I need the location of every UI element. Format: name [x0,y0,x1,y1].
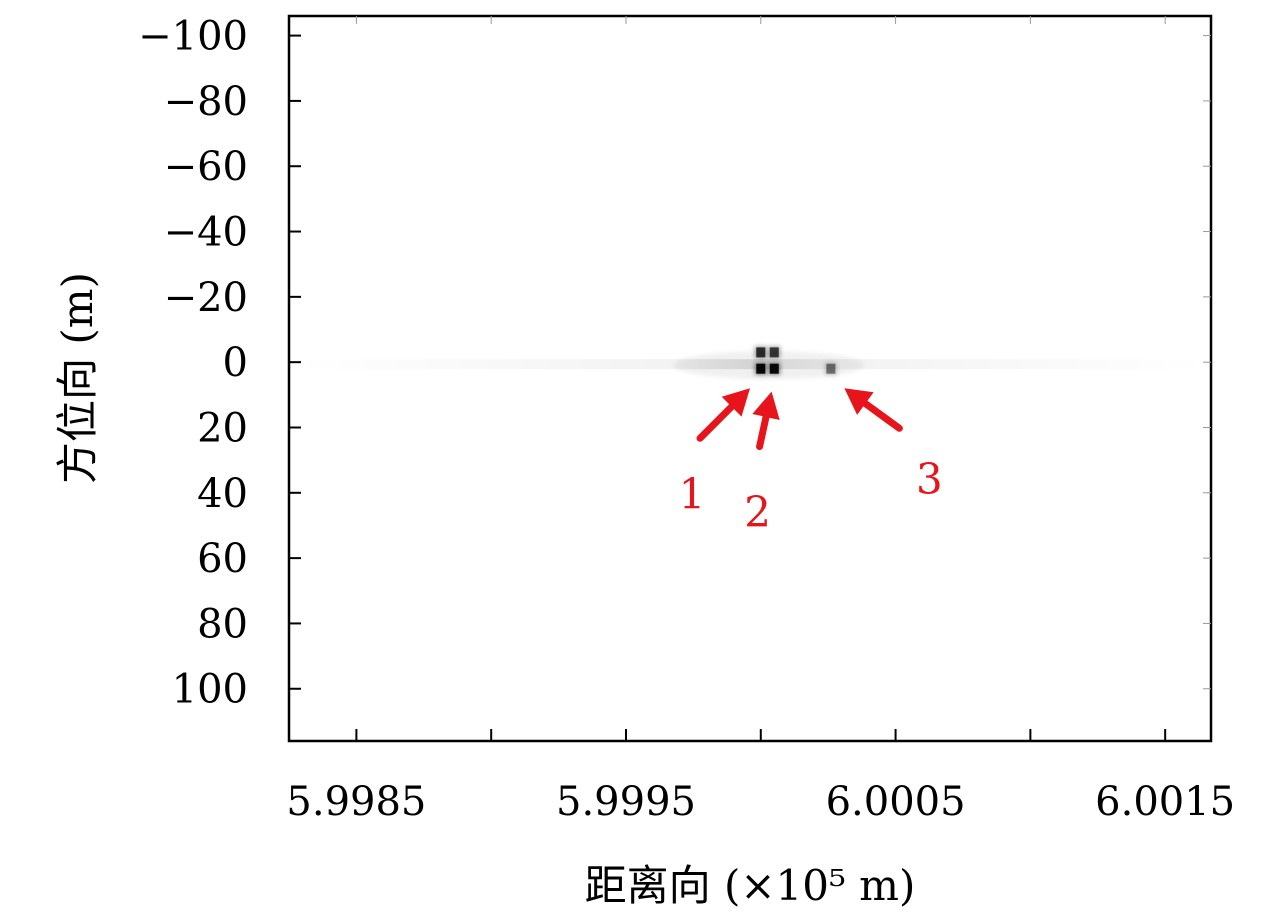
x-tick-label-1: 5.9995 [556,779,696,825]
axes-frame [287,14,1213,743]
target-point-2 [756,363,766,374]
y-tick-label-7: 40 [197,471,248,517]
target-point-0 [756,347,766,358]
tick-label-layer: 5.9985 5.9995 6.0005 6.0015 −100 −80 −60 −40 −20… [138,14,1235,825]
y-tick-label-9: 80 [197,601,248,647]
y-tick-label-3: −40 [164,210,248,256]
x-axis-title: 距离向 (×10⁵ m) [585,861,916,910]
annotation-arrowhead-2 [752,391,780,420]
annotation-arrowhead-1 [721,388,750,417]
y-tick-label-6: 20 [197,405,248,451]
annotation-label-1: 1 [679,469,706,518]
y-tick-label-8: 60 [197,536,248,582]
target-glow-4 [824,362,837,375]
annotation-layer: 1 2 3 [679,388,943,537]
y-tick-label-0: −100 [138,14,248,60]
target-point-1 [769,347,779,358]
x-tick-label-0: 5.9985 [286,779,426,825]
annotation-arrow-shaft-3 [861,400,903,432]
y-tick-label-4: −20 [164,275,248,321]
annotation-arrow-shaft-2 [756,413,770,451]
y-tick-label-5: 0 [223,340,248,386]
target-point-4 [826,363,836,374]
y-tick-label-1: −80 [164,79,248,125]
x-tick-label-2: 6.0005 [826,779,966,825]
annotation-arrowhead-3 [844,388,874,415]
x-tick-label-3: 6.0015 [1095,779,1235,825]
y-axis-title: 方位向 (m) [53,272,102,484]
annotation-label-3: 3 [916,454,943,503]
annotation-arrow-shaft-1 [696,403,736,442]
heatmap-layer [291,346,1209,380]
y-tick-label-2: −60 [164,144,248,190]
y-tick-label-10: 100 [172,667,248,713]
annotation-label-2: 2 [744,488,771,537]
target-point-3 [769,363,779,374]
tick-layer [289,16,1211,741]
